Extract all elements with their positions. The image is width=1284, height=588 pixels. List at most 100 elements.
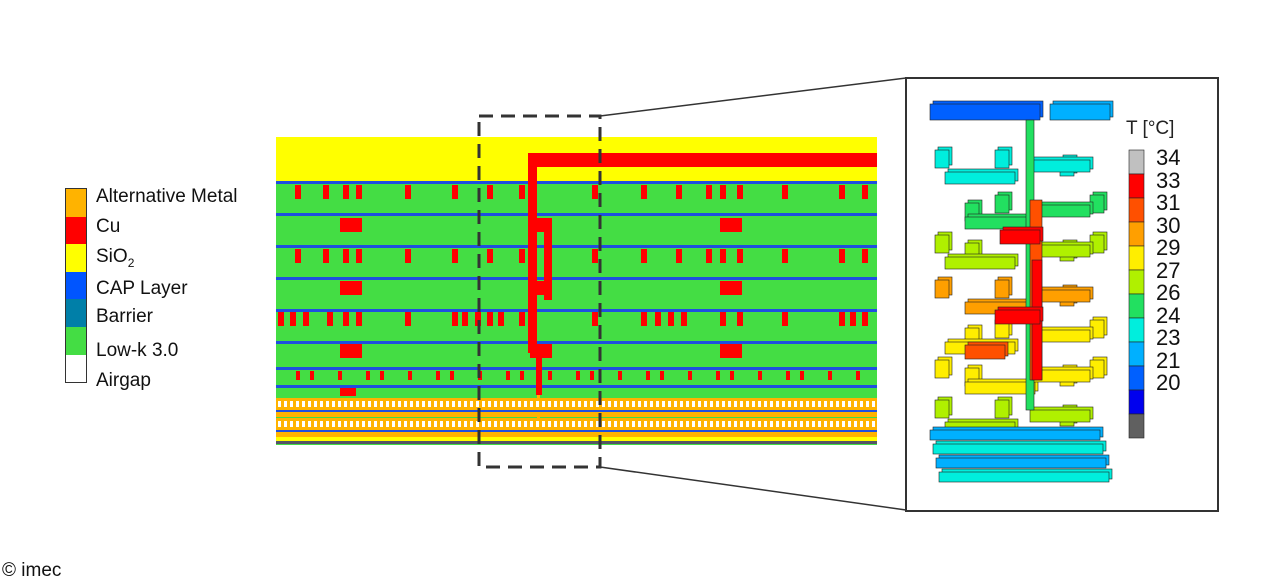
airgap [398, 401, 401, 407]
cu-via [405, 312, 411, 326]
airgap [506, 401, 509, 407]
legend-label-barrier: Barrier [96, 306, 154, 327]
cu-via [296, 371, 300, 380]
cu-via [646, 371, 650, 380]
airgap [620, 401, 623, 407]
airgap [566, 401, 569, 407]
thermal-block [1029, 409, 1091, 423]
airgap [344, 401, 347, 407]
airgap [764, 421, 767, 427]
airgap [818, 421, 821, 427]
airgap [296, 401, 299, 407]
legend-label-airgap: Airgap [96, 370, 151, 391]
cu-via [356, 249, 362, 263]
cu-via [592, 249, 598, 263]
colorbar-title: T [°C] [1126, 118, 1175, 139]
cu-via [839, 249, 845, 263]
airgap [578, 421, 581, 427]
airgap [536, 401, 539, 407]
cu-via [452, 185, 458, 199]
airgap [410, 401, 413, 407]
airgap [788, 401, 791, 407]
cu-line [720, 218, 742, 232]
colorbar-segment [1128, 389, 1145, 415]
cu-via [590, 371, 594, 380]
cu-via-stack [528, 153, 537, 353]
colorbar-tick-label: 20 [1156, 370, 1181, 395]
cu-via [520, 371, 524, 380]
airgap [314, 401, 317, 407]
cu-via [343, 249, 349, 263]
material-legend-swatches [65, 188, 87, 384]
colorbar-segment [1128, 245, 1145, 271]
airgap [434, 401, 437, 407]
cu-via [688, 371, 692, 380]
airgap [740, 421, 743, 427]
cu-via [462, 312, 468, 326]
colorbar-tick-label: 21 [1156, 347, 1181, 373]
airgap [338, 401, 341, 407]
airgap [326, 421, 329, 427]
alt-metal-layer [276, 398, 877, 410]
cu-via [681, 312, 687, 326]
cu-via [737, 312, 743, 326]
airgap [548, 401, 551, 407]
thermal-block [999, 229, 1041, 245]
cu-via [758, 371, 762, 380]
zoom-line-top [599, 77, 907, 117]
airgap [758, 421, 761, 427]
airgap [536, 421, 539, 427]
cap-layer [276, 245, 877, 248]
cu-line [340, 344, 362, 358]
airgap [350, 401, 353, 407]
airgap [530, 401, 533, 407]
airgap [656, 421, 659, 427]
airgap [422, 401, 425, 407]
cu-via-stack [536, 350, 542, 395]
cu-line [340, 388, 356, 396]
airgap [608, 401, 611, 407]
cu-via [366, 371, 370, 380]
cu-via [343, 312, 349, 326]
cu-via [660, 371, 664, 380]
airgap [680, 401, 683, 407]
airgap [794, 401, 797, 407]
airgap [812, 421, 815, 427]
cu-top-line [528, 153, 877, 167]
airgap [440, 421, 443, 427]
copyright: © imec [2, 560, 62, 581]
airgap [344, 421, 347, 427]
cu-via [310, 371, 314, 380]
airgap [614, 401, 617, 407]
legend-label-cu: Cu [96, 216, 121, 237]
airgap [632, 401, 635, 407]
cu-via [862, 249, 868, 263]
airgap [836, 421, 839, 427]
cu-via [408, 371, 412, 380]
colorbar-tick-label: 34 [1156, 145, 1181, 170]
airgap [734, 401, 737, 407]
airgap [488, 401, 491, 407]
airgap [728, 401, 731, 407]
airgap [710, 401, 713, 407]
airgap [596, 421, 599, 427]
airgap [374, 421, 377, 427]
legend-swatch [66, 189, 86, 217]
cap-layer [276, 430, 877, 432]
airgap [476, 401, 479, 407]
cu-via [800, 371, 804, 380]
airgap [392, 401, 395, 407]
sio2-layer [276, 437, 877, 441]
airgap [848, 421, 851, 427]
cu-via [828, 371, 832, 380]
airgap [590, 421, 593, 427]
airgap [446, 401, 449, 407]
airgap [794, 421, 797, 427]
cu-line [340, 218, 362, 232]
thermal-block [934, 359, 950, 379]
airgap [386, 421, 389, 427]
cu-via [730, 371, 734, 380]
airgap [860, 421, 863, 427]
cu-via [487, 185, 493, 199]
airgap [704, 401, 707, 407]
